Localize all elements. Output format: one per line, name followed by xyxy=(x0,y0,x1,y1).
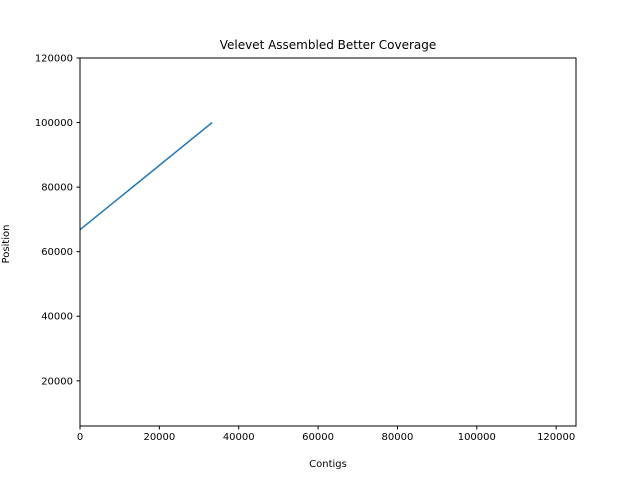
chart-title: Velevet Assembled Better Coverage xyxy=(220,38,437,52)
y-axis-label: Position xyxy=(1,225,12,264)
x-tick-label: 100000 xyxy=(458,432,496,443)
y-tick-label: 60000 xyxy=(41,247,73,258)
y-tick-label: 40000 xyxy=(41,312,73,323)
x-tick-label: 40000 xyxy=(223,432,255,443)
x-tick-label: 20000 xyxy=(143,432,175,443)
y-tick-label: 80000 xyxy=(41,183,73,194)
x-tick-label: 0 xyxy=(77,432,83,443)
y-tick-label: 120000 xyxy=(35,54,73,65)
x-axis: 0 20000 40000 60000 80000 100000 120000 xyxy=(77,426,575,443)
series-line xyxy=(79,121,213,231)
plot-frame xyxy=(79,57,577,427)
y-tick-label: 100000 xyxy=(35,118,73,129)
plot-area xyxy=(79,121,213,231)
y-tick-label: 20000 xyxy=(41,376,73,387)
y-axis: 20000 40000 60000 80000 100000 120000 xyxy=(35,54,80,387)
x-tick-label: 120000 xyxy=(537,432,575,443)
x-tick-label: 60000 xyxy=(302,432,334,443)
x-tick-label: 80000 xyxy=(382,432,414,443)
x-axis-label: Contigs xyxy=(309,459,347,470)
